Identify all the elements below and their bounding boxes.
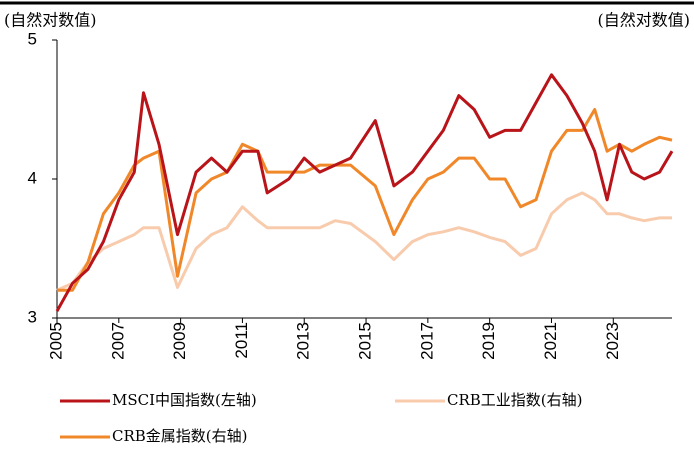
x-tick-label: 2009 xyxy=(170,322,189,360)
series-line xyxy=(55,73,674,312)
y-axis-label: (自然对数值) xyxy=(4,11,97,30)
y-tick-label: 5 xyxy=(28,29,37,48)
x-tick-label: 2023 xyxy=(603,322,622,360)
x-tick-label: 2021 xyxy=(541,322,560,360)
x-tick-label: 2005 xyxy=(46,322,65,360)
x-tick-label: 2019 xyxy=(479,322,498,360)
y2-axis-label: (自然对数值) xyxy=(598,11,691,30)
x-tick-label: 2011 xyxy=(232,322,251,359)
legend-label: CRB工业指数(右轴) xyxy=(447,391,583,409)
x-tick-label: 2013 xyxy=(294,322,313,360)
x-tick-label: 2015 xyxy=(356,322,375,360)
series-line xyxy=(57,108,673,292)
legend-label: MSCI中国指数(左轴) xyxy=(112,391,257,409)
x-tick-label: 2007 xyxy=(108,322,127,360)
x-tick-label: 2017 xyxy=(417,322,436,360)
y-tick-label: 4 xyxy=(28,168,37,187)
y-tick-label: 3 xyxy=(28,307,37,326)
legend-label: CRB金属指数(右轴) xyxy=(112,427,248,445)
series-line xyxy=(56,191,672,292)
